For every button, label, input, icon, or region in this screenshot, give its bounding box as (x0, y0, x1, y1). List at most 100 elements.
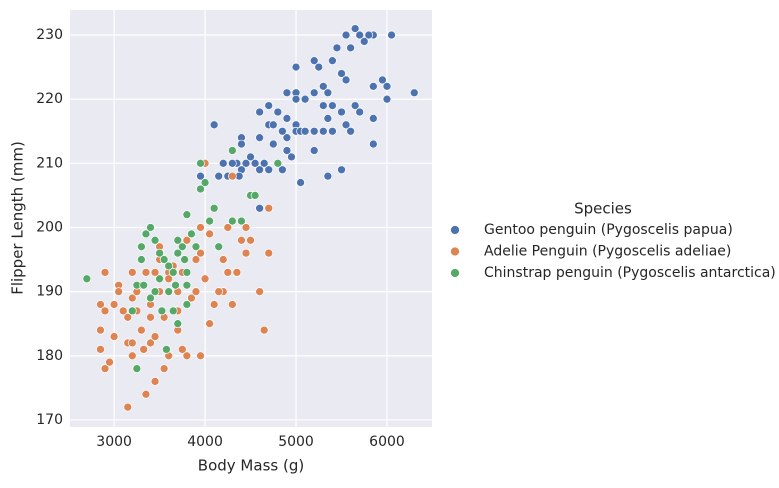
point (200, 178, 210, 187)
point (255, 107, 264, 117)
point (109, 332, 119, 341)
point (259, 325, 269, 335)
point (162, 345, 171, 354)
point (223, 268, 233, 277)
point (146, 312, 155, 322)
x-tick-label: 6000 (369, 434, 405, 450)
point (300, 126, 310, 136)
point (127, 351, 137, 361)
legend-label: Chinstrap penguin (Pygoscelis antarctica… (484, 265, 776, 281)
point (296, 178, 305, 187)
point (137, 255, 146, 264)
point (323, 171, 333, 181)
point (282, 146, 292, 155)
point (177, 345, 187, 354)
point (323, 114, 333, 123)
legend-label: Gentoo penguin (Pygoscelis papua) (484, 222, 733, 238)
point (173, 248, 183, 258)
point (268, 139, 278, 149)
legend-label: Adelie Penguin (Pygoscelis adeliae) (484, 244, 731, 260)
point (155, 248, 164, 258)
point (228, 216, 237, 226)
point (139, 280, 149, 290)
point (200, 274, 210, 284)
point (157, 306, 167, 316)
point (241, 223, 251, 232)
legend-marker (450, 246, 460, 257)
point (382, 94, 392, 104)
point (171, 280, 180, 290)
point (328, 126, 337, 136)
y-tick-label: 200 (36, 219, 63, 235)
point (268, 120, 278, 130)
y-tick-label: 180 (36, 348, 63, 364)
point (241, 158, 251, 168)
point (255, 165, 264, 175)
point (309, 88, 319, 98)
point (355, 107, 365, 117)
point (141, 229, 151, 239)
point (182, 280, 192, 290)
point (100, 364, 110, 373)
point (237, 216, 246, 226)
point (118, 306, 128, 316)
point (228, 158, 237, 168)
point (182, 210, 192, 220)
legend-marker (450, 225, 460, 235)
point (100, 268, 110, 277)
point (337, 107, 346, 117)
point (150, 268, 160, 277)
y-tick-label: 230 (36, 27, 63, 43)
point (209, 203, 219, 213)
point (318, 126, 328, 136)
point (218, 255, 228, 264)
point (218, 158, 228, 168)
point (382, 81, 392, 91)
x-tick-label: 4000 (187, 434, 223, 450)
point (278, 126, 287, 136)
point (368, 114, 378, 123)
point (300, 94, 310, 104)
point (337, 165, 346, 175)
point (187, 293, 196, 303)
legend-marker (450, 268, 460, 278)
point (273, 107, 283, 117)
point (359, 37, 369, 46)
point (182, 268, 192, 277)
point (264, 248, 274, 258)
point (196, 158, 205, 168)
point (137, 242, 146, 252)
point (259, 158, 269, 168)
point (341, 30, 351, 40)
point (214, 287, 224, 296)
point (146, 293, 155, 303)
point (173, 235, 183, 245)
point (196, 184, 205, 194)
point (155, 274, 164, 284)
point (164, 261, 174, 271)
point (141, 389, 151, 399)
point (209, 120, 219, 130)
point (150, 377, 160, 386)
point (264, 101, 274, 110)
x-axis-label: Body Mass (g) (198, 457, 304, 475)
point (318, 101, 328, 110)
point (246, 152, 255, 162)
point (105, 357, 114, 367)
point (196, 248, 205, 258)
point (123, 312, 133, 322)
point (323, 88, 333, 98)
point (250, 158, 260, 168)
point (228, 146, 237, 155)
point (187, 229, 196, 239)
point (191, 255, 201, 264)
point (137, 325, 146, 335)
point (168, 306, 178, 316)
point (123, 402, 133, 412)
point (237, 235, 246, 245)
point (109, 300, 119, 309)
legend-title: Species (574, 200, 632, 218)
point (264, 203, 274, 213)
point (150, 235, 160, 245)
y-tick-label: 170 (36, 412, 63, 428)
